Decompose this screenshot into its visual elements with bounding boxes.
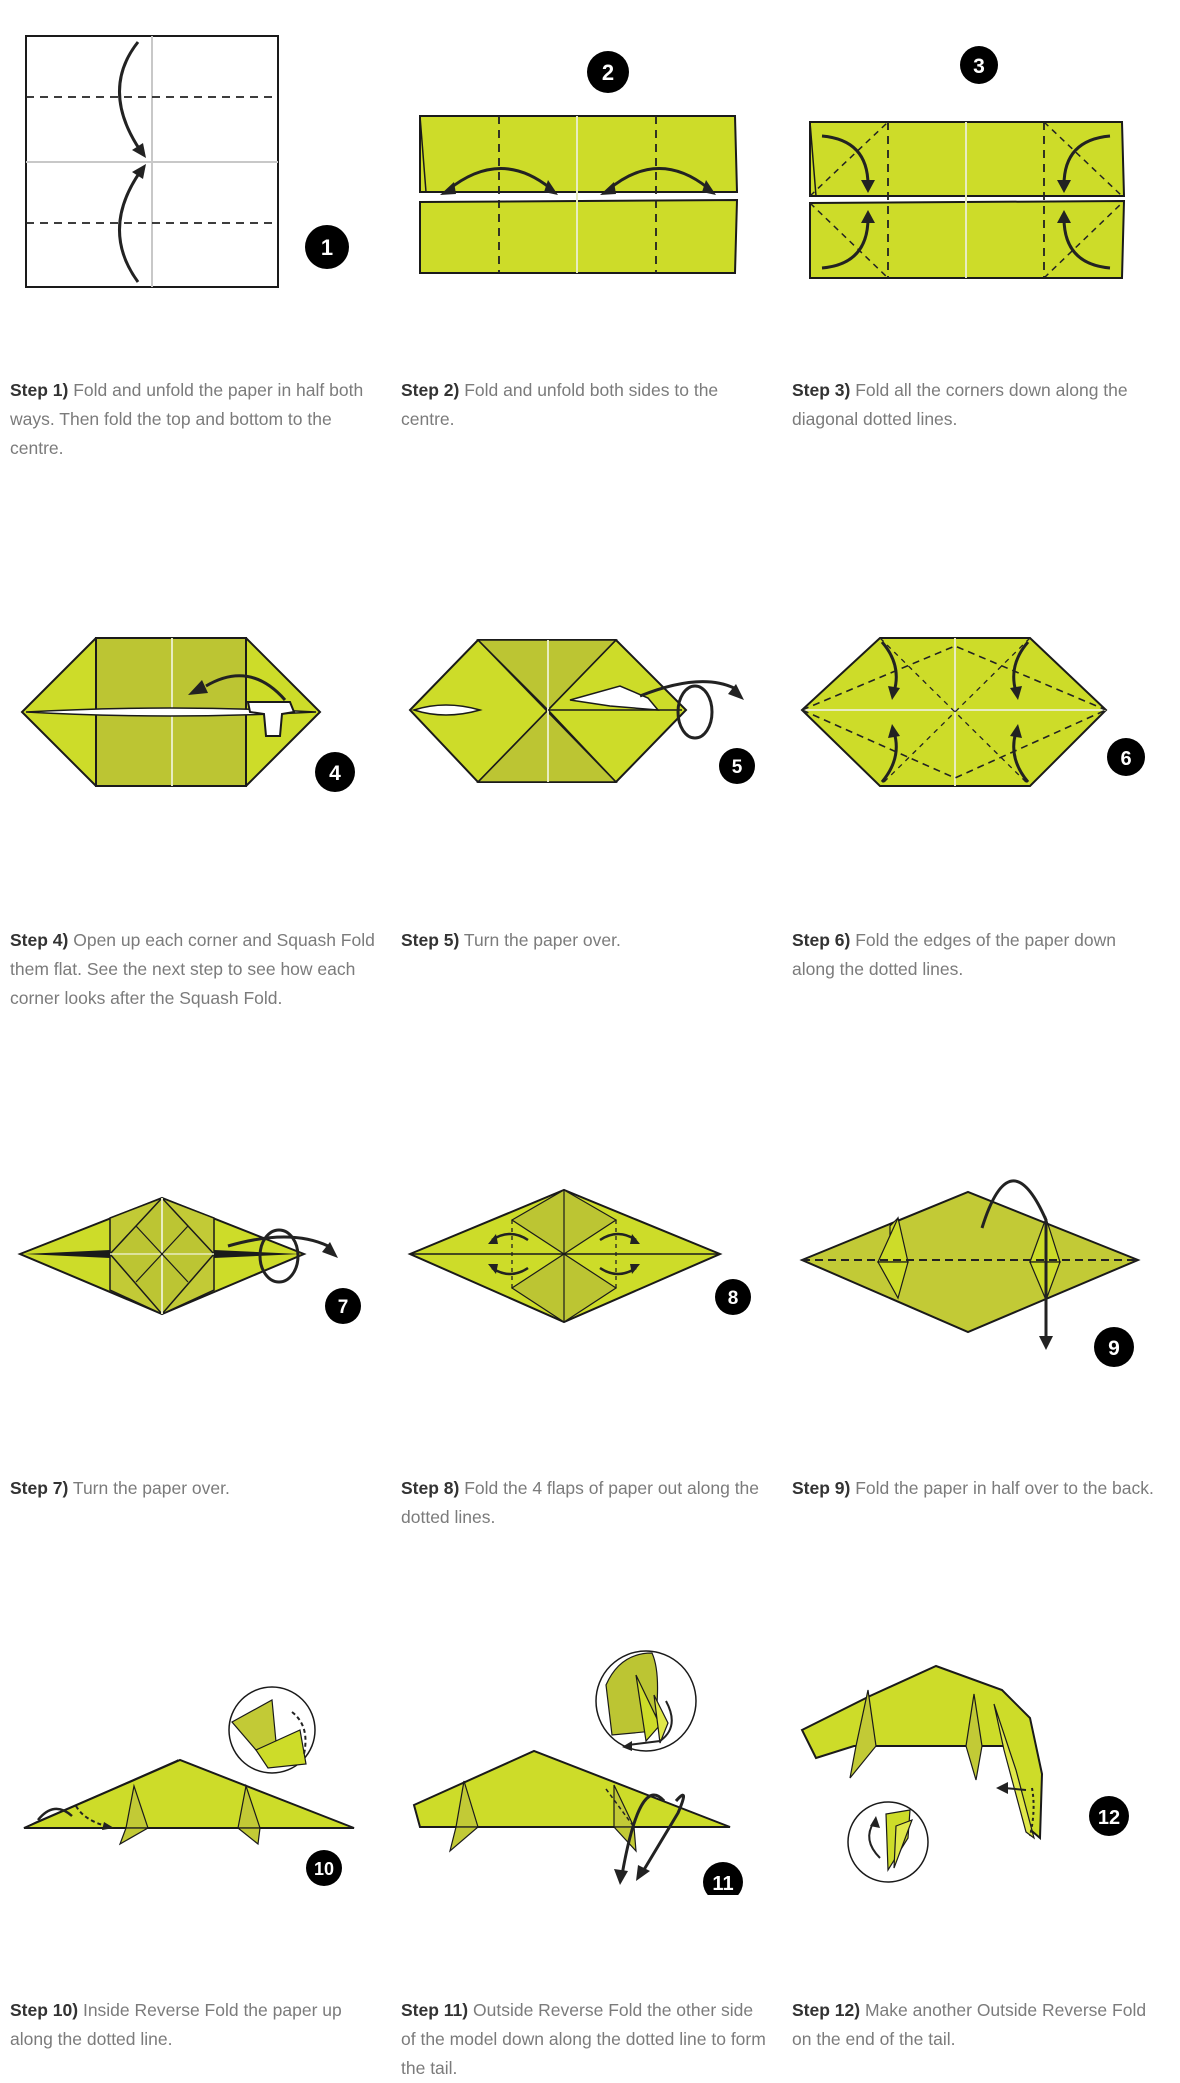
step-10-detail-circle	[228, 1686, 316, 1774]
step-10-label: Step 10)	[10, 2000, 79, 2020]
step-3-label: Step 3)	[792, 380, 851, 400]
step-1-caption: Step 1) Fold and unfold the paper in hal…	[10, 376, 380, 463]
step-3-text: Fold all the corners down along the diag…	[792, 380, 1128, 429]
step-7-caption: Step 7) Turn the paper over.	[10, 1474, 380, 1503]
step-11-number-badge: 11	[703, 1862, 743, 1895]
step-4-text: Open up each corner and Squash Fold them…	[10, 930, 375, 1008]
svg-text:6: 6	[1120, 748, 1131, 770]
step-7-label: Step 7)	[10, 1478, 69, 1498]
step-7-number-badge: 7	[325, 1288, 361, 1324]
step-4-number-badge: 4	[315, 752, 355, 792]
step-2-label: Step 2)	[401, 380, 460, 400]
svg-text:1: 1	[321, 235, 333, 260]
step-8-caption: Step 8) Fold the 4 flaps of paper out al…	[401, 1474, 771, 1532]
svg-text:7: 7	[338, 1297, 349, 1318]
step-6-label: Step 6)	[792, 930, 851, 950]
step-7-diagram: 7	[17, 1196, 361, 1324]
step-5-label: Step 5)	[401, 930, 460, 950]
svg-text:3: 3	[973, 55, 985, 78]
svg-text:5: 5	[732, 757, 743, 778]
step-10-diagram: 10	[23, 1686, 355, 1886]
step-10-number-badge: 10	[306, 1850, 342, 1886]
step-1-label: Step 1)	[10, 380, 69, 400]
step-9-label: Step 9)	[792, 1478, 851, 1498]
step-3-diagram: 3	[809, 46, 1126, 279]
step-10-caption: Step 10) Inside Reverse Fold the paper u…	[10, 1996, 380, 2054]
step-12-number-badge: 12	[1089, 1796, 1129, 1836]
step-4-label: Step 4)	[10, 930, 69, 950]
svg-text:8: 8	[728, 1288, 739, 1309]
svg-text:12: 12	[1098, 1807, 1120, 1829]
step-12-label: Step 12)	[792, 2000, 861, 2020]
step-3-number-badge: 3	[960, 46, 998, 84]
step-4-caption: Step 4) Open up each corner and Squash F…	[10, 926, 380, 1013]
step-5-number-badge: 5	[719, 748, 755, 784]
step-2-diagram: 2	[419, 51, 739, 274]
step-6-caption: Step 6) Fold the edges of the paper down…	[792, 926, 1162, 984]
step-11-detail-circle	[595, 1650, 697, 1752]
step-12-detail-circle	[847, 1801, 929, 1883]
step-12-caption: Step 12) Make another Outside Reverse Fo…	[792, 1996, 1162, 2054]
step-1-diagram: 1	[25, 35, 349, 288]
svg-text:2: 2	[602, 60, 614, 85]
step-8-text: Fold the 4 flaps of paper out along the …	[401, 1478, 760, 1527]
step-8-label: Step 8)	[401, 1478, 460, 1498]
step-6-text: Fold the edges of the paper down along t…	[792, 930, 1116, 979]
step-8-diagram: 8	[407, 1188, 751, 1324]
step-11-diagram: 11	[412, 1650, 743, 1895]
svg-text:4: 4	[329, 762, 341, 785]
step-8-number-badge: 8	[715, 1279, 751, 1315]
step-11-label: Step 11)	[401, 2000, 469, 2020]
step-2-text: Fold and unfold both sides to the centre…	[401, 380, 719, 429]
step-9-diagram: 9	[799, 1179, 1141, 1367]
step-9-text: Fold the paper in half over to the back.	[855, 1478, 1154, 1498]
step-3-caption: Step 3) Fold all the corners down along …	[792, 376, 1162, 434]
step-9-caption: Step 9) Fold the paper in half over to t…	[792, 1474, 1162, 1503]
svg-text:11: 11	[712, 1873, 733, 1895]
svg-text:9: 9	[1108, 1337, 1120, 1360]
svg-text:10: 10	[314, 1859, 334, 1879]
step-12-diagram: 12	[800, 1664, 1129, 1883]
step-1-number-badge: 1	[305, 225, 349, 269]
step-6-number-badge: 6	[1107, 738, 1145, 776]
step-2-number-badge: 2	[587, 51, 629, 93]
step-10-text: Inside Reverse Fold the paper up along t…	[10, 2000, 342, 2049]
step-5-text: Turn the paper over.	[463, 930, 621, 950]
step-5-caption: Step 5) Turn the paper over.	[401, 926, 771, 955]
step-9-number-badge: 9	[1094, 1327, 1134, 1367]
step-1-text: Fold and unfold the paper in half both w…	[10, 380, 364, 458]
step-4-diagram: 4	[20, 637, 355, 792]
step-5-diagram: 5	[408, 639, 755, 784]
step-2-caption: Step 2) Fold and unfold both sides to th…	[401, 376, 771, 434]
step-12-text: Make another Outside Reverse Fold on the…	[792, 2000, 1147, 2049]
step-7-text: Turn the paper over.	[72, 1478, 230, 1498]
step-11-text: Outside Reverse Fold the other side of t…	[401, 2000, 766, 2078]
step-11-caption: Step 11) Outside Reverse Fold the other …	[401, 1996, 771, 2083]
step-6-diagram: 6	[800, 637, 1145, 787]
